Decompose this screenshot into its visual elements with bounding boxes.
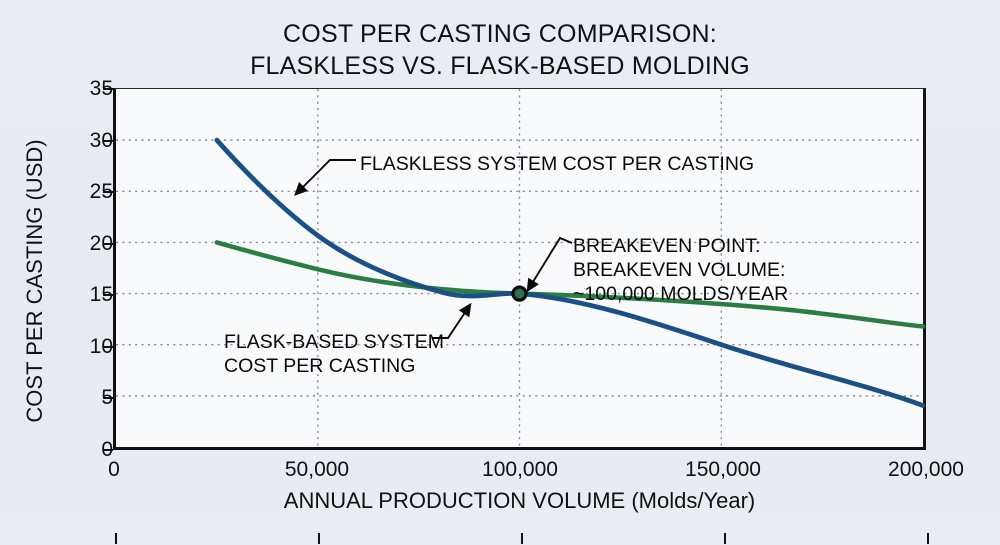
y-tick-mark-25 bbox=[103, 191, 113, 194]
x-tick-label-100000: 100,000 bbox=[482, 458, 558, 481]
x-axis-label: ANNUAL PRODUCTION VOLUME (Molds/Year) bbox=[283, 488, 756, 513]
annotation-breakeven: BREAKEVEN POINT: BREAKEVEN VOLUME: ~100,… bbox=[573, 234, 788, 306]
y-tick-mark-35 bbox=[103, 88, 113, 90]
x-tick-mark-0 bbox=[115, 533, 117, 544]
annotation-flask-based-line-1: FLASK-BASED SYSTEM bbox=[224, 331, 444, 353]
x-tick-label-50000: 50,000 bbox=[284, 458, 350, 481]
annotation-breakeven-line-2: BREAKEVEN VOLUME: bbox=[573, 259, 786, 281]
y-tick-mark-5 bbox=[103, 397, 113, 400]
series-line-flask-based bbox=[214, 240, 926, 329]
y-axis-label: COST PER CASTING (USD) bbox=[22, 139, 47, 423]
x-tick-mark-100000 bbox=[521, 533, 523, 544]
y-tick-label-35: 35 bbox=[89, 77, 113, 100]
y-tick-mark-30 bbox=[103, 139, 113, 142]
annotation-flaskless: FLASKLESS SYSTEM COST PER CASTING bbox=[360, 152, 754, 176]
y-tick-mark-20 bbox=[103, 242, 113, 245]
y-tick-mark-10 bbox=[103, 345, 113, 348]
y-tick-label-25: 25 bbox=[89, 180, 113, 204]
annotation-flask-based: FLASK-BASED SYSTEM COST PER CASTING bbox=[224, 330, 444, 378]
y-tick-label-30: 30 bbox=[89, 128, 113, 152]
annotation-breakeven-line-1: BREAKEVEN POINT: bbox=[573, 235, 761, 257]
y-axis-zone: COST PER CASTING (USD) 35 30 25 20 15 10… bbox=[0, 0, 113, 545]
x-tick-mark-200000 bbox=[927, 533, 929, 544]
x-tick-label-200000: 200,000 bbox=[888, 458, 964, 481]
breakeven-marker bbox=[511, 285, 528, 302]
series-curves bbox=[214, 137, 926, 408]
chart-title: COST PER CASTING COMPARISON: FLASKLESS V… bbox=[0, 18, 1000, 82]
y-tick-label-15: 15 bbox=[89, 283, 113, 307]
annotation-flaskless-text: FLASKLESS SYSTEM COST PER CASTING bbox=[360, 153, 755, 175]
x-tick-mark-50000 bbox=[318, 533, 320, 544]
plot-area bbox=[113, 88, 929, 544]
x-tick-label-150000: 150,000 bbox=[685, 458, 761, 481]
y-tick-mark-15 bbox=[103, 294, 113, 297]
annotation-breakeven-line-3: ~100,000 MOLDS/YEAR bbox=[573, 283, 789, 305]
chart-title-line-2: FLASKLESS VS. FLASK-BASED MOLDING bbox=[250, 52, 750, 80]
x-tick-mark-150000 bbox=[724, 533, 726, 544]
y-tick-label-20: 20 bbox=[89, 231, 113, 255]
series-line-flaskless bbox=[214, 137, 926, 408]
y-tick-mark-0 bbox=[103, 449, 113, 451]
annotation-flask-based-line-2: COST PER CASTING bbox=[224, 355, 416, 377]
y-tick-label-10: 10 bbox=[89, 334, 113, 358]
x-tick-label-0: 0 bbox=[108, 458, 120, 481]
chart-title-line-1: COST PER CASTING COMPARISON: bbox=[283, 20, 717, 48]
